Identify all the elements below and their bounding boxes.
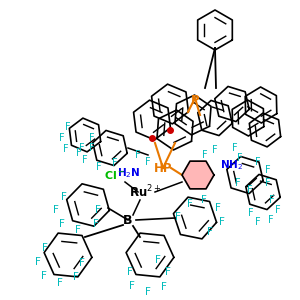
Text: F: F [75, 225, 81, 235]
Text: F: F [215, 203, 221, 213]
Text: F: F [237, 153, 243, 163]
Text: F: F [42, 243, 48, 253]
Text: F: F [79, 258, 85, 268]
Text: F: F [89, 133, 95, 143]
Text: F: F [95, 205, 101, 215]
Text: F: F [73, 272, 79, 282]
Text: F: F [155, 255, 161, 265]
Text: F: F [145, 157, 151, 167]
Text: F: F [275, 205, 281, 215]
Text: F: F [269, 195, 275, 205]
Text: F: F [89, 143, 95, 153]
Text: F: F [247, 185, 253, 195]
Text: F: F [161, 282, 167, 292]
Text: F: F [165, 267, 171, 277]
Text: F: F [145, 287, 151, 297]
Text: F: F [235, 178, 241, 188]
Text: B: B [123, 214, 133, 226]
Text: F: F [265, 178, 271, 188]
Text: NH$_2$: NH$_2$ [220, 158, 243, 172]
Polygon shape [182, 161, 214, 189]
Text: Ru$^{2+}$: Ru$^{2+}$ [129, 184, 161, 200]
Text: F: F [63, 144, 69, 154]
Text: F: F [187, 199, 193, 209]
Text: F: F [175, 212, 181, 222]
Text: F: F [212, 145, 218, 155]
Text: F: F [93, 219, 99, 229]
Text: F: F [202, 150, 208, 160]
Text: F: F [59, 133, 65, 143]
Text: F: F [53, 205, 59, 215]
Text: F: F [61, 192, 67, 202]
Text: F: F [112, 158, 118, 168]
Text: F: F [265, 165, 271, 175]
Text: F: F [82, 155, 88, 165]
Text: F: F [255, 157, 261, 167]
Text: F: F [207, 227, 213, 237]
Text: Cl$^-$: Cl$^-$ [104, 169, 126, 181]
Text: F: F [57, 278, 63, 288]
Text: F: F [65, 122, 71, 132]
Text: F: F [135, 150, 141, 160]
Text: F: F [201, 195, 207, 205]
Text: F: F [232, 143, 238, 153]
Text: F: F [255, 217, 261, 227]
Text: F: F [35, 257, 41, 267]
Text: F: F [268, 215, 274, 225]
Text: F: F [127, 267, 133, 277]
Text: P: P [191, 94, 199, 106]
Text: F: F [248, 208, 254, 218]
Text: F: F [96, 162, 102, 172]
Text: F: F [41, 271, 47, 281]
Text: HP: HP [154, 161, 172, 175]
Text: F: F [59, 219, 65, 229]
Text: H$_2$N: H$_2$N [116, 166, 140, 180]
Text: F: F [76, 148, 82, 158]
Text: F: F [79, 143, 85, 153]
Text: F: F [219, 217, 225, 227]
Text: F: F [129, 281, 135, 291]
